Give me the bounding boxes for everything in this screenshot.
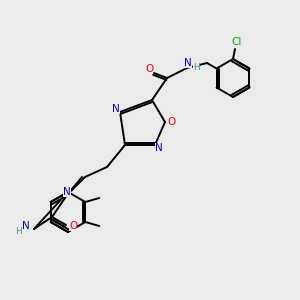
- Text: N: N: [63, 187, 71, 197]
- Text: Cl: Cl: [232, 37, 242, 47]
- Text: O: O: [69, 221, 77, 231]
- Text: N: N: [112, 104, 120, 114]
- Text: O: O: [145, 64, 153, 74]
- Text: H: H: [193, 62, 200, 71]
- Text: N: N: [155, 143, 163, 153]
- Text: H: H: [15, 227, 21, 236]
- Text: N: N: [184, 58, 192, 68]
- Text: O: O: [167, 117, 175, 127]
- Text: N: N: [22, 221, 30, 231]
